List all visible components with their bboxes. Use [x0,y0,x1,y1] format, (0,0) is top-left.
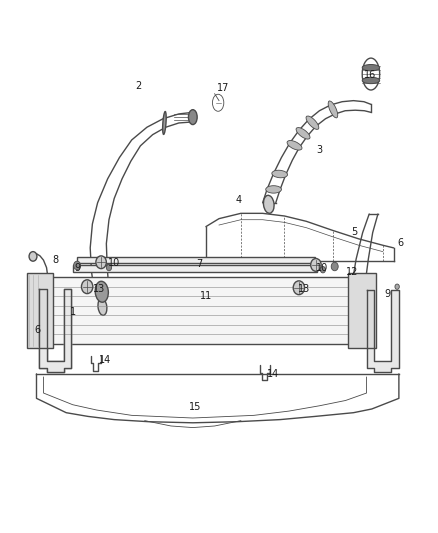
Ellipse shape [95,281,108,302]
Text: 8: 8 [52,255,58,264]
Bar [77,257,315,263]
Text: 13: 13 [93,284,105,294]
Ellipse shape [96,256,106,269]
Text: 13: 13 [298,284,310,294]
Ellipse shape [266,185,282,193]
Text: 7: 7 [196,259,202,269]
Ellipse shape [29,252,37,261]
Ellipse shape [362,77,380,84]
Text: 15: 15 [189,402,201,413]
Polygon shape [39,289,71,372]
Ellipse shape [395,284,399,289]
Ellipse shape [81,280,93,294]
Text: 6: 6 [35,325,41,335]
Text: 3: 3 [316,144,322,155]
Text: 9: 9 [384,289,390,299]
Ellipse shape [188,110,197,125]
Ellipse shape [98,298,107,316]
Ellipse shape [74,261,81,270]
Ellipse shape [331,262,338,271]
Ellipse shape [293,281,304,295]
Ellipse shape [311,259,321,271]
Text: 9: 9 [74,263,80,272]
Text: 10: 10 [315,263,328,273]
Ellipse shape [272,170,287,178]
Text: 12: 12 [346,267,358,277]
Bar [348,273,376,348]
Bar [27,273,53,348]
Ellipse shape [306,116,319,130]
Ellipse shape [320,266,325,273]
Text: 17: 17 [217,83,230,93]
Text: 16: 16 [364,70,376,80]
Text: 14: 14 [99,354,112,365]
Text: 10: 10 [108,258,120,268]
Bar [51,277,350,344]
Text: 6: 6 [397,238,403,247]
Ellipse shape [106,264,112,271]
Text: 4: 4 [236,195,242,205]
Ellipse shape [263,195,274,213]
Polygon shape [367,290,399,372]
Ellipse shape [362,64,380,71]
Text: 5: 5 [351,227,357,237]
Bar [73,265,317,272]
Text: 14: 14 [268,369,280,379]
Text: 1: 1 [70,306,76,317]
Ellipse shape [162,111,166,134]
Ellipse shape [287,141,302,150]
Ellipse shape [296,127,310,139]
Text: 2: 2 [135,81,141,91]
Text: 11: 11 [200,290,212,301]
Ellipse shape [328,101,338,118]
